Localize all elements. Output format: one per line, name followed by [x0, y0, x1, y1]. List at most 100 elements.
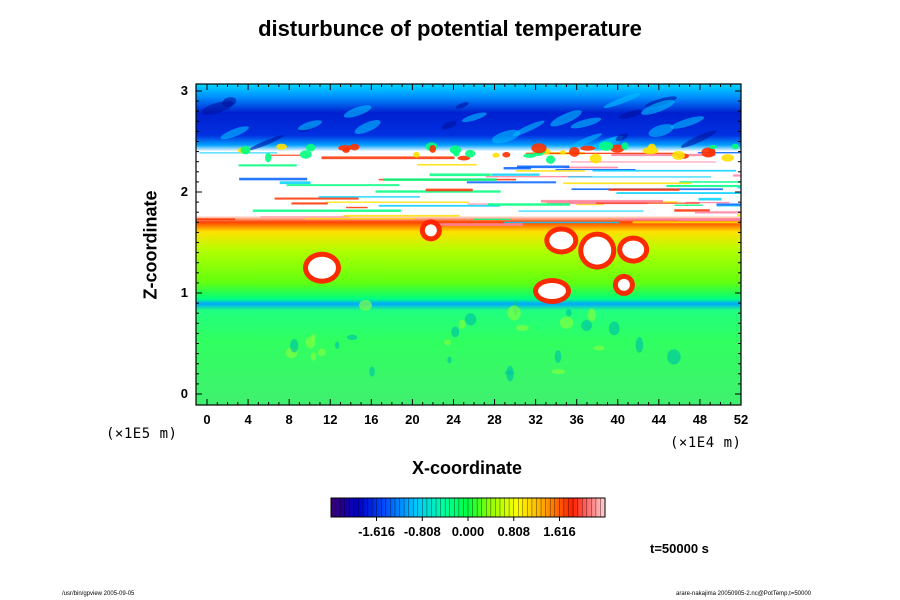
eddy — [457, 155, 471, 161]
field-streak — [632, 221, 741, 224]
field-streak — [674, 209, 710, 212]
warm-blob-core — [583, 236, 612, 265]
field-streak — [252, 209, 401, 212]
field-streak — [716, 203, 741, 206]
field-streak — [485, 175, 592, 178]
field-streak — [595, 202, 700, 204]
field-streak — [608, 188, 680, 191]
eddy — [306, 143, 316, 152]
eddy — [240, 145, 251, 155]
cold-ripple — [491, 129, 521, 144]
y-tick-label: 0 — [180, 386, 188, 401]
eddy — [589, 153, 602, 164]
eddy — [731, 143, 739, 150]
field-streak — [239, 177, 308, 181]
eddy — [453, 149, 460, 157]
plume — [565, 309, 572, 317]
cold-ripple — [680, 130, 717, 148]
cold-ripple — [441, 120, 457, 130]
x-tick-label: 4 — [244, 412, 252, 427]
x-tick-label: 36 — [569, 412, 584, 427]
footer-right: arare-nakajima 20050905-2.nc@PotTemp,t=5… — [676, 591, 812, 597]
field-streak — [238, 164, 297, 167]
x-tick-label: 12 — [322, 412, 338, 427]
field-streak — [304, 218, 416, 220]
warm-blob-core — [308, 256, 337, 279]
y-tick-label: 1 — [180, 285, 188, 300]
colorbar-tick-label: 1.616 — [543, 524, 576, 539]
field-streak — [196, 218, 236, 221]
cold-ripple — [603, 92, 641, 109]
field-streak — [325, 201, 470, 203]
warm-blob-core — [549, 231, 574, 250]
field-streak — [592, 169, 737, 172]
footer-left: /usr/bin/gpview 2005-09-05 — [62, 591, 135, 597]
field-streak — [425, 188, 473, 192]
field-streak — [429, 173, 491, 177]
x-tick-label: 20 — [405, 412, 420, 427]
plume — [369, 366, 375, 377]
eddy — [709, 144, 717, 150]
field-streak — [346, 206, 368, 209]
field-streak — [611, 153, 716, 157]
time-label: t=50000 s — [650, 541, 709, 556]
field-streak — [716, 205, 741, 207]
plume — [335, 341, 340, 349]
field-streak — [504, 221, 620, 224]
field-streak — [291, 202, 328, 205]
plume — [551, 369, 566, 375]
field-streak — [685, 201, 730, 204]
colorbar-cells — [335, 498, 601, 521]
plume — [290, 338, 299, 353]
eddy — [569, 146, 580, 157]
field-streak — [570, 161, 716, 163]
y-multiplier-label: (×1E5 m) — [106, 426, 178, 442]
eddy — [299, 150, 312, 159]
field-streak — [563, 166, 618, 169]
plume — [581, 320, 593, 331]
x-multiplier-label: (×1E4 m) — [670, 435, 742, 451]
eddy — [413, 151, 420, 158]
field-streak — [679, 181, 741, 183]
y-tick-label: 3 — [180, 83, 188, 98]
eddy — [701, 147, 716, 158]
plot-frame — [195, 83, 742, 406]
field-streak — [525, 152, 679, 155]
plume — [587, 308, 596, 322]
field-streak — [503, 167, 531, 170]
eddy — [429, 145, 437, 153]
warm-blob-core — [538, 282, 567, 299]
plume — [444, 339, 451, 346]
plume — [507, 305, 521, 321]
x-tick-label: 28 — [487, 412, 502, 427]
field-streak — [674, 204, 703, 206]
cold-ripple — [354, 120, 381, 134]
plume — [359, 299, 372, 311]
eddy — [465, 149, 476, 158]
plume — [447, 356, 452, 364]
field-streak — [466, 181, 557, 184]
plume — [310, 352, 317, 361]
eddy — [642, 147, 659, 155]
field-streak — [274, 197, 359, 200]
cold-ripple — [461, 112, 487, 123]
plume — [317, 348, 326, 357]
eddy — [721, 154, 735, 162]
field-streak — [270, 154, 302, 156]
eddy — [610, 144, 625, 153]
colorbar-tick-label: -1.616 — [358, 524, 395, 539]
heatmap-features — [196, 92, 741, 382]
field-streak — [286, 184, 400, 187]
cold-ripple — [615, 133, 628, 142]
field-streak — [515, 170, 585, 172]
y-tick-label: 2 — [180, 184, 188, 199]
x-tick-label: 32 — [528, 412, 543, 427]
cold-ripple — [550, 110, 582, 127]
plume — [451, 326, 460, 338]
plume — [593, 345, 605, 351]
cold-ripple — [648, 124, 674, 137]
x-tick-label: 0 — [203, 412, 211, 427]
field-streak — [417, 163, 477, 166]
field-streak — [279, 181, 311, 185]
chart-title: disturbunce of potential temperature — [258, 16, 642, 41]
